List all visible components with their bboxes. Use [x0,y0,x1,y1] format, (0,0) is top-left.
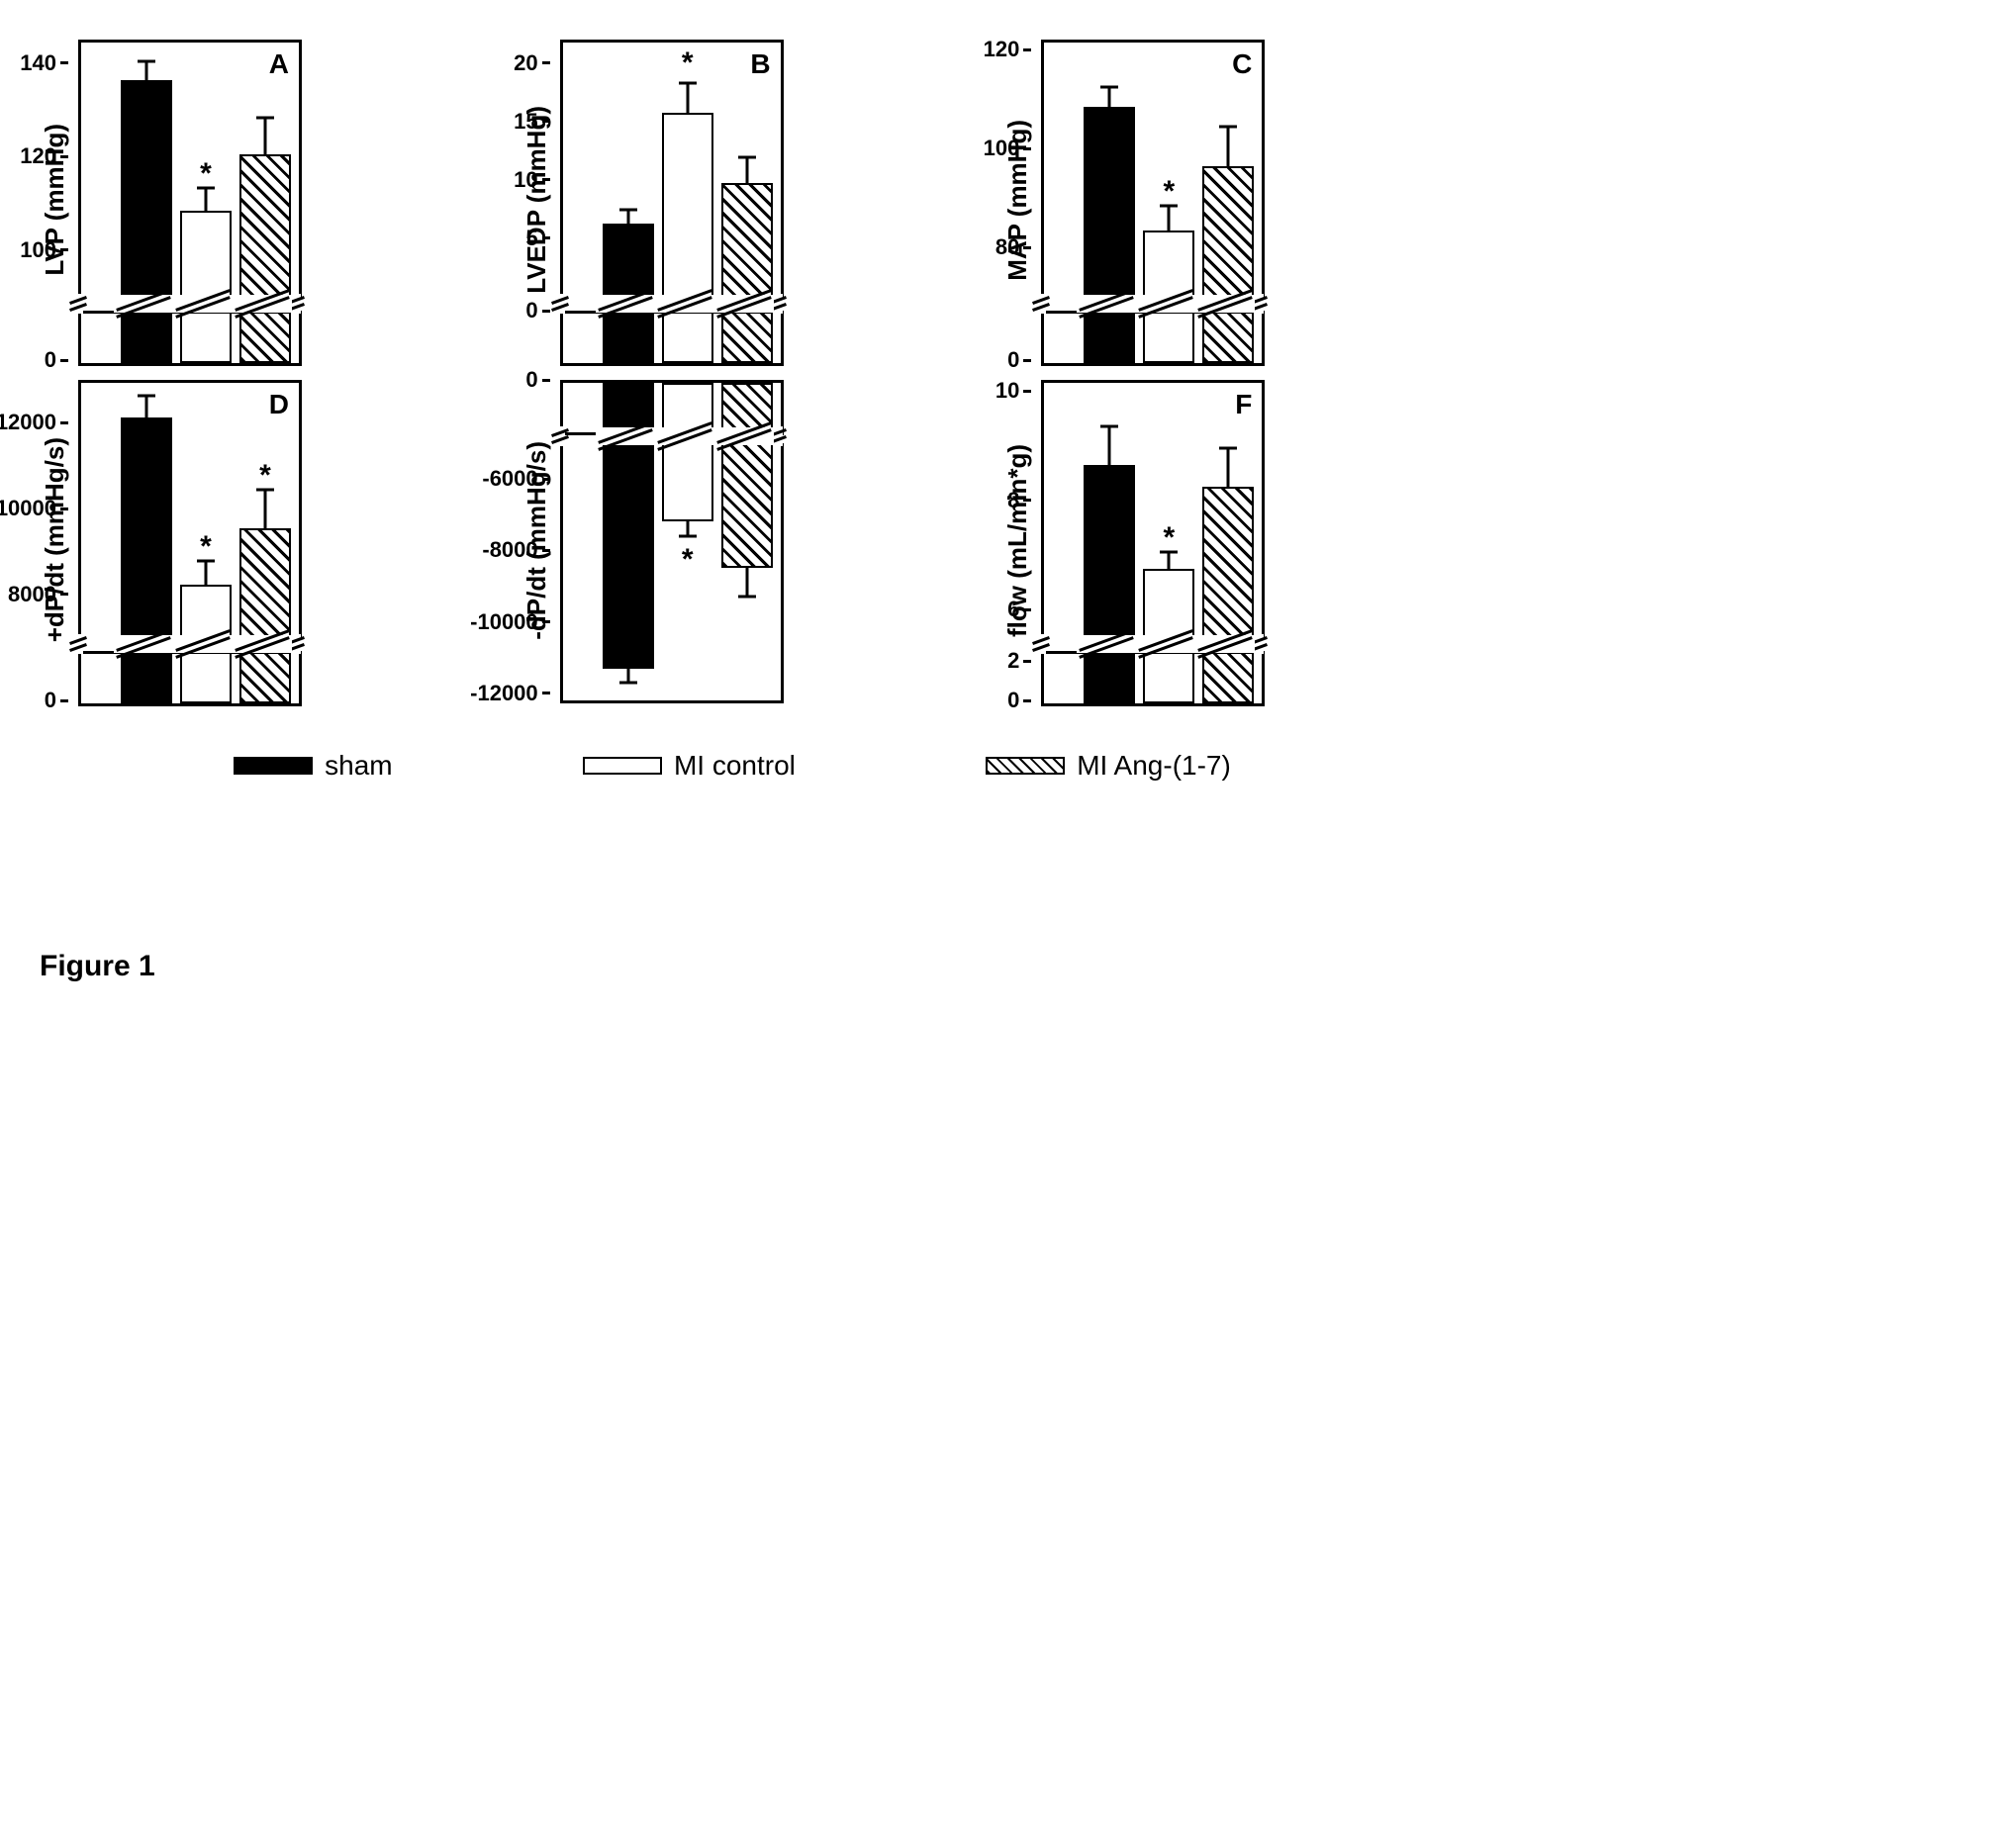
ytick-label: 140 [20,50,56,76]
ytick-label: 120 [984,37,1020,62]
figure-container: LVP (mmHg)A*1001201400 LVEDP (mmHg)B*510… [40,40,1425,983]
plot-wrap: B*51015200 [560,40,778,360]
legend: sham MI control MI Ang-(1-7) [139,750,1326,782]
panel-label: A [269,48,289,80]
ytick-label: 0 [525,367,537,393]
ytick-label: 10000 [0,496,56,521]
legend-item-sham: sham [234,750,392,782]
plot-wrap: A*1001201400 [78,40,296,360]
significance-star: * [259,459,271,493]
chart-grid: LVP (mmHg)A*1001201400 LVEDP (mmHg)B*510… [40,40,1425,700]
ytick-label: 8 [1007,488,1019,513]
figure-caption: Figure 1 [40,950,1425,983]
ytick-label: 100 [20,237,56,263]
panel-c: MAP (mmHg)C*801001200 [1002,40,1425,360]
legend-swatch-open [583,757,662,775]
significance-star: * [200,530,212,564]
panel-f: flow (mL/min*g)F*681002 [1002,380,1425,700]
ytick-label: 0 [525,298,537,323]
ytick-label: 10 [514,167,537,193]
ytick-label: -6000 [482,466,537,492]
ytick-label: 5 [525,226,537,251]
ytick-label: 120 [20,143,56,169]
ytick-label: 8000 [8,582,56,607]
panel-label: B [750,48,770,80]
ytick-label: 100 [984,136,1020,161]
panel-label: C [1232,48,1252,80]
panel-d: +dP/dt (mmHg/s)D**800010000120000 [40,380,462,700]
plot-wrap: E*0-6000-8000-10000-12000 [560,380,778,700]
ytick-label: 2 [1007,648,1019,674]
significance-star: * [1163,521,1175,555]
ytick-label: 6 [1007,597,1019,622]
significance-star: * [682,46,694,80]
significance-star: * [682,543,694,577]
ytick-label: -12000 [470,681,538,706]
ytick-label: -8000 [482,537,537,563]
ytick-label: 0 [1007,347,1019,373]
panel-a: LVP (mmHg)A*1001201400 [40,40,462,360]
legend-item-mi-ang: MI Ang-(1-7) [986,750,1231,782]
ytick-label: 12000 [0,410,56,435]
significance-star: * [200,157,212,191]
legend-label: MI control [674,750,796,782]
significance-star: * [1163,175,1175,209]
ytick-label: 80 [995,234,1019,260]
ytick-label: 0 [1007,688,1019,713]
ytick-label: 0 [45,688,56,713]
legend-swatch-hatched [986,757,1065,775]
panel-e: -dP/dt (mmHg/s)E*0-6000-8000-10000-12000 [521,380,944,700]
legend-item-mi-control: MI control [583,750,796,782]
ytick-label: 15 [514,109,537,135]
ytick-label: 20 [514,50,537,76]
legend-label: MI Ang-(1-7) [1077,750,1231,782]
ytick-label: 0 [45,347,56,373]
panel-label: F [1235,389,1252,420]
plot-wrap: C*801001200 [1041,40,1259,360]
plot-wrap: D**800010000120000 [78,380,296,700]
panel-b: LVEDP (mmHg)B*51015200 [521,40,944,360]
ytick-label: -10000 [470,609,538,635]
legend-swatch-solid [234,757,313,775]
panel-label: D [269,389,289,420]
plot-wrap: F*681002 [1041,380,1259,700]
ytick-label: 10 [995,378,1019,404]
legend-label: sham [325,750,392,782]
